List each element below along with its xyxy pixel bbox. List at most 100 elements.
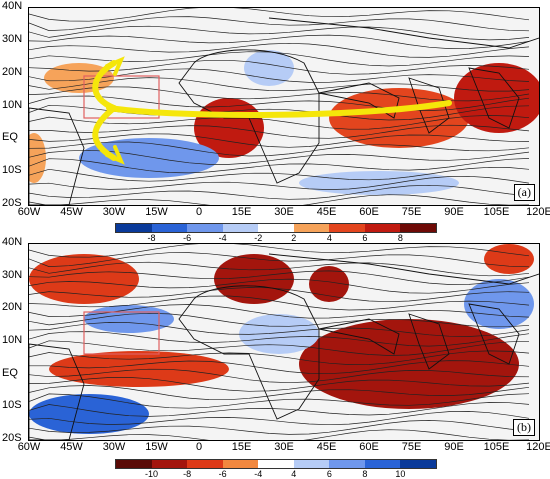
colorbar-tick: 6 (362, 233, 368, 243)
streamline (29, 86, 530, 102)
colorbar-b: -10 -8 -6 -4 4 6 8 10 (115, 459, 437, 479)
x-tick-b: 90E (444, 441, 464, 453)
streamline (29, 42, 530, 58)
colorbar-segment (222, 460, 259, 468)
y-tick-a: EQ (2, 131, 18, 144)
colorbar-tick: -8 (183, 469, 192, 479)
streamline (29, 95, 530, 111)
analysis-box-a (83, 75, 160, 119)
colorbar-segment (258, 224, 294, 232)
y-tick-a: 20S (2, 197, 22, 209)
colorbar-segment (116, 460, 152, 468)
colorbar-segment (151, 460, 188, 468)
streamline (29, 34, 530, 49)
colorbar-tick: 8 (362, 469, 368, 479)
shade-red-indian-ocean (329, 88, 469, 148)
colorbar-segment (187, 224, 223, 232)
colorbar-tick: 10 (395, 469, 406, 479)
streamline (29, 295, 530, 311)
streamline (29, 429, 530, 440)
colorbar-tick: -4 (254, 469, 263, 479)
shade-red-northeast (484, 244, 534, 274)
streamline (29, 377, 530, 392)
colorbar-segment (293, 460, 330, 468)
streamline (29, 340, 530, 356)
colorbar-segment (151, 224, 188, 232)
streamline (29, 77, 530, 92)
shade-red-north-atlantic (29, 254, 139, 304)
colorbar-tick: 6 (326, 469, 332, 479)
streamline (29, 350, 530, 365)
streamline (29, 252, 530, 268)
streamline (29, 385, 530, 401)
x-tick-a: 15E (231, 206, 252, 218)
shade-blue-africa (239, 314, 319, 354)
shade-red-equatorial-atlantic (49, 351, 229, 387)
streamline (29, 194, 530, 205)
shade-blue-south-indian (299, 171, 459, 195)
streamlines-b (29, 244, 530, 440)
streamline (29, 420, 530, 435)
streamline (29, 133, 530, 148)
x-tick-a: 75E (401, 206, 422, 218)
x-tick-b: 45E (316, 441, 337, 453)
streamline (29, 411, 530, 426)
x-tick-b: 60W (17, 441, 41, 453)
x-tick-a: 60E (359, 206, 379, 218)
shade-blue-east (464, 279, 534, 329)
x-tick-a: 0 (195, 206, 203, 218)
y-tick-a: 20N (2, 65, 23, 78)
y-tick-b: 10S (2, 399, 22, 412)
map-panel-b: (b) (28, 243, 540, 441)
colorbar-tick: 2 (291, 233, 297, 243)
x-tick-a: 120E (526, 206, 550, 218)
x-tick-b: 60E (359, 441, 379, 453)
y-tick-a: 30N (2, 32, 23, 45)
colorbar-segment (400, 460, 436, 468)
shade-red-bay-bengal (454, 63, 539, 133)
streamline (29, 270, 530, 285)
colorbar-segment (400, 224, 436, 232)
colorbar-a: -8 -6 -4 -2 2 4 6 8 (115, 223, 437, 243)
x-tick-b: 15E (231, 441, 252, 453)
analysis-box-b (83, 311, 160, 355)
colorbar-segment (364, 460, 401, 468)
colorbar-segment (258, 460, 294, 468)
shade-orange-left (29, 133, 46, 183)
x-tick-a: 60W (17, 206, 41, 218)
y-tick-b: EQ (2, 366, 18, 379)
x-tick-b: 30W (102, 441, 126, 453)
y-tick-a: 10N (2, 98, 23, 111)
anomaly-shading-a (29, 50, 539, 195)
y-tick-b: 20S (2, 432, 22, 444)
colorbar-segment (116, 224, 152, 232)
streamline (29, 287, 530, 303)
panel-label-b: (b) (513, 419, 535, 436)
coastline-b (29, 253, 539, 440)
streamline (29, 184, 530, 200)
streamline (29, 278, 530, 294)
colorbar-tick: 8 (397, 233, 403, 243)
colorbar-tick: 4 (291, 469, 297, 479)
map-canvas-b (29, 244, 539, 440)
colorbar-tick: -6 (183, 233, 192, 243)
colorbar-tick: -2 (254, 233, 263, 243)
colorbar-segment (187, 460, 223, 468)
streamline (29, 149, 530, 165)
streamline (29, 59, 530, 75)
streamline (29, 158, 530, 174)
shade-red-sahara (214, 254, 294, 304)
streamline (29, 261, 530, 277)
x-tick-a: 105E (483, 206, 510, 218)
shade-blue-atlantic (84, 305, 174, 333)
y-tick-a: 10S (2, 164, 22, 177)
x-tick-a: 30W (102, 206, 126, 218)
map-canvas-a (29, 8, 539, 205)
y-tick-b: 40N (2, 236, 23, 248)
x-tick-a: 15W (145, 206, 168, 218)
x-tick-b: 75E (401, 441, 422, 453)
map-panel-a: (a) (28, 7, 540, 206)
streamline (29, 312, 530, 328)
curved-arrow-icon (92, 56, 452, 165)
colorbar-segment (222, 224, 259, 232)
